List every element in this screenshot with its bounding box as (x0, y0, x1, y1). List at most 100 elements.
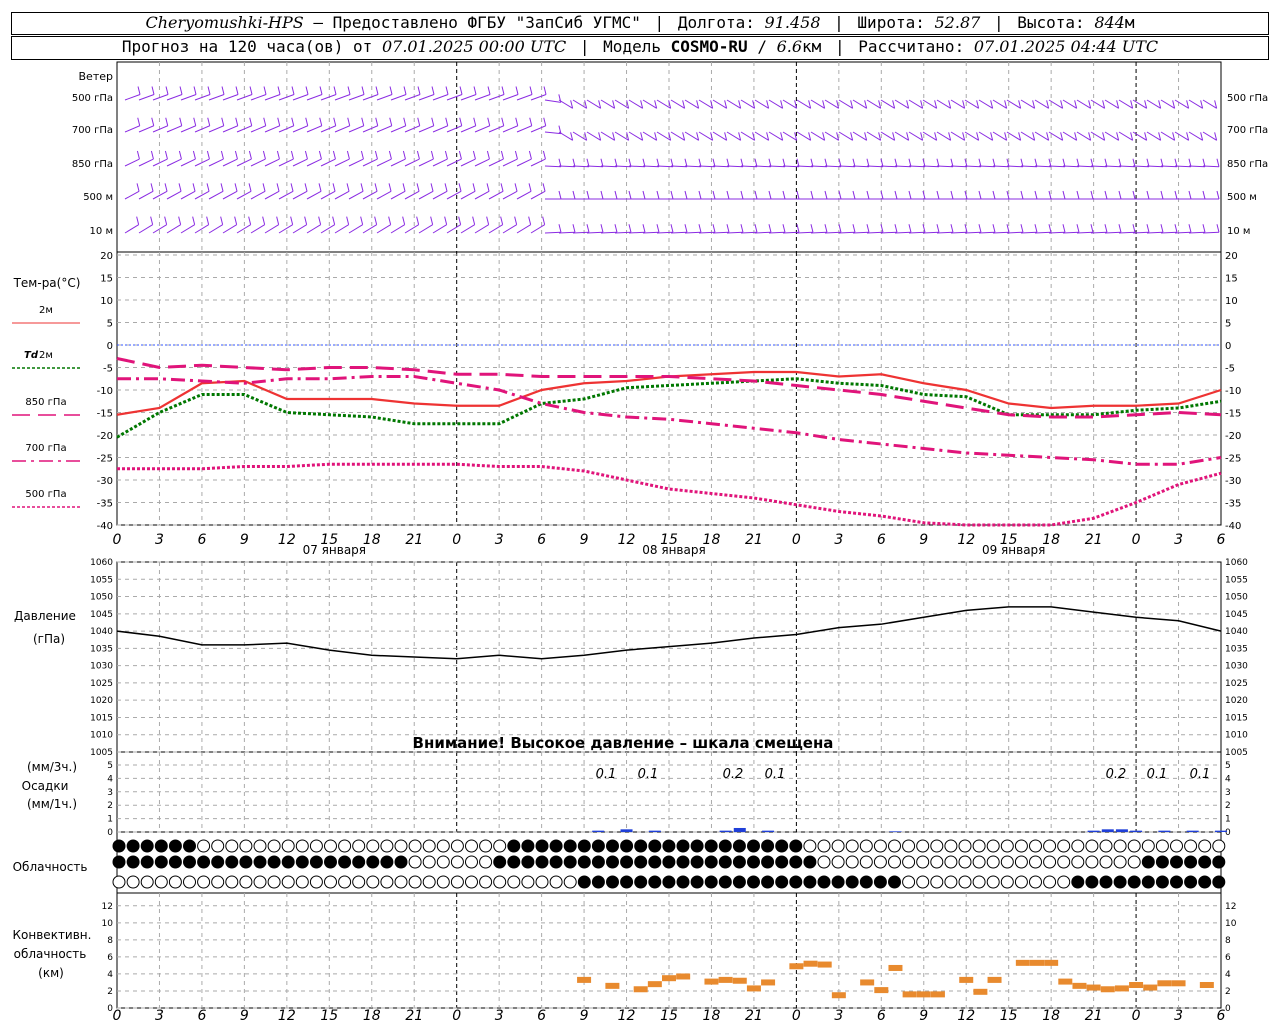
wind-barb-feather (1062, 224, 1066, 233)
wind-barb-shaft (390, 125, 406, 133)
conv-tick-label: 8 (107, 936, 113, 946)
wind-barb-feather (1104, 158, 1108, 167)
precip-bar (762, 830, 775, 832)
wind-barb-feather (696, 100, 700, 109)
wind-barb-shaft (978, 165, 996, 168)
cloud-symbol (831, 855, 845, 869)
pressure-tick-label-right: 1035 (1225, 644, 1248, 654)
wind-barb-feather (794, 100, 798, 109)
precip-bar (592, 830, 605, 832)
wind-level-label: 500 м (83, 192, 113, 203)
cloud-symbol (281, 839, 295, 853)
wind-barb-shaft (194, 94, 211, 101)
cloud-symbol (507, 839, 521, 853)
wind-barb-shaft (754, 131, 769, 141)
temp-tick-label: 5 (107, 319, 113, 330)
precip-tick-label: 2 (107, 801, 113, 811)
wind-barb-shaft (194, 158, 210, 167)
pressure-tick-label-right: 1050 (1225, 593, 1248, 603)
wind-barb-feather (978, 224, 982, 233)
wind-barb-shaft (292, 94, 309, 101)
temp-tick-label-right: 20 (1225, 251, 1238, 262)
wind-barb-shaft (138, 94, 155, 101)
wind-barb-feather (473, 86, 477, 95)
wind-barb-shaft (866, 131, 881, 141)
alt-value: 844 (1094, 13, 1125, 32)
wind-barb-feather (684, 158, 688, 167)
wind-barb-shaft (1062, 99, 1077, 109)
wind-barb-feather (738, 100, 742, 109)
hour-tick-label: 6 (197, 532, 206, 548)
wind-barb-feather (640, 132, 644, 141)
wind-barb-shaft (810, 165, 828, 168)
hour-tick-label: 15 (320, 532, 338, 548)
cloud-symbol (422, 855, 436, 869)
hour-tick-label: 12 (618, 532, 636, 548)
cloud-symbol (1113, 839, 1127, 853)
wind-barb-shaft (502, 158, 518, 167)
wind-barb-shaft (418, 94, 435, 101)
wind-barb-feather (906, 100, 910, 109)
cloud-symbol (521, 839, 535, 853)
cloud-symbol (1000, 855, 1014, 869)
wind-barb-shaft (1090, 99, 1105, 109)
wind-barb-shaft (1174, 131, 1189, 141)
wind-barb-shaft (572, 131, 587, 141)
wind-barb-feather (1158, 100, 1162, 109)
wind-barb-feather (598, 132, 602, 141)
hour-tick-label: 0 (1132, 1008, 1141, 1024)
wind-barb-shaft (306, 190, 322, 200)
wind-barb-shaft (1062, 165, 1080, 168)
precip-value-label: 0.1 (765, 767, 786, 782)
wind-barb-shaft (222, 125, 238, 133)
wind-barb-shaft (236, 158, 252, 167)
cloud-symbol (521, 875, 535, 889)
conv-tick-label: 6 (107, 953, 113, 963)
wind-barb-shaft (222, 94, 239, 101)
hour-tick-label: 12 (278, 532, 296, 548)
pressure-tick-label: 1030 (90, 662, 113, 672)
wind-barb-feather (515, 86, 519, 95)
conv-title-2: облачность (14, 947, 87, 961)
cloud-symbol (422, 875, 436, 889)
cloud-symbol (761, 839, 775, 853)
wind-barb-feather (472, 150, 476, 160)
cloud-symbol (648, 875, 662, 889)
hour-tick-label: 21 (1085, 532, 1103, 548)
wind-barb-feather (950, 224, 954, 233)
wind-barb-feather (178, 183, 182, 192)
wind-barb-feather (740, 224, 744, 233)
wind-barb-feather (936, 190, 940, 200)
wind-barb-feather (628, 224, 632, 233)
wind-barb-shaft (614, 99, 629, 109)
precip-bar (1186, 830, 1199, 832)
wind-barb-shaft (628, 231, 646, 234)
wind-barb-feather (866, 158, 870, 167)
wind-barb-feather (179, 117, 183, 126)
wind-barb-feather (698, 190, 702, 200)
wind-barb-feather (388, 183, 392, 192)
wind-barb-feather (361, 117, 365, 126)
wind-barb-shaft (768, 99, 783, 109)
precip-tick-label: 5 (107, 761, 113, 771)
wind-barb-feather (768, 158, 772, 167)
wind-barb-feather (472, 183, 476, 192)
wind-barb-shaft (726, 165, 744, 168)
precip-bar (1115, 829, 1128, 832)
cloud-symbol (634, 855, 648, 869)
wind-barb-shaft (712, 99, 727, 109)
wind-barb-shaft (474, 224, 489, 234)
wind-barb-shaft (264, 158, 280, 167)
wind-barb-feather (558, 224, 562, 233)
conv-tick-label-right: 10 (1225, 919, 1237, 929)
conv-cloud-mark (633, 986, 648, 993)
wind-barb-shaft (516, 224, 531, 234)
hour-tick-label: 6 (537, 532, 546, 548)
wind-barb-shaft (1048, 99, 1063, 109)
hour-tick-label: 18 (363, 1008, 381, 1024)
wind-barb-feather (1060, 100, 1064, 109)
temp-series-line (116, 357, 1222, 419)
wind-barb-shaft (922, 165, 940, 168)
wind-barb-feather (1132, 224, 1136, 233)
wind-barb-feather (880, 158, 884, 167)
